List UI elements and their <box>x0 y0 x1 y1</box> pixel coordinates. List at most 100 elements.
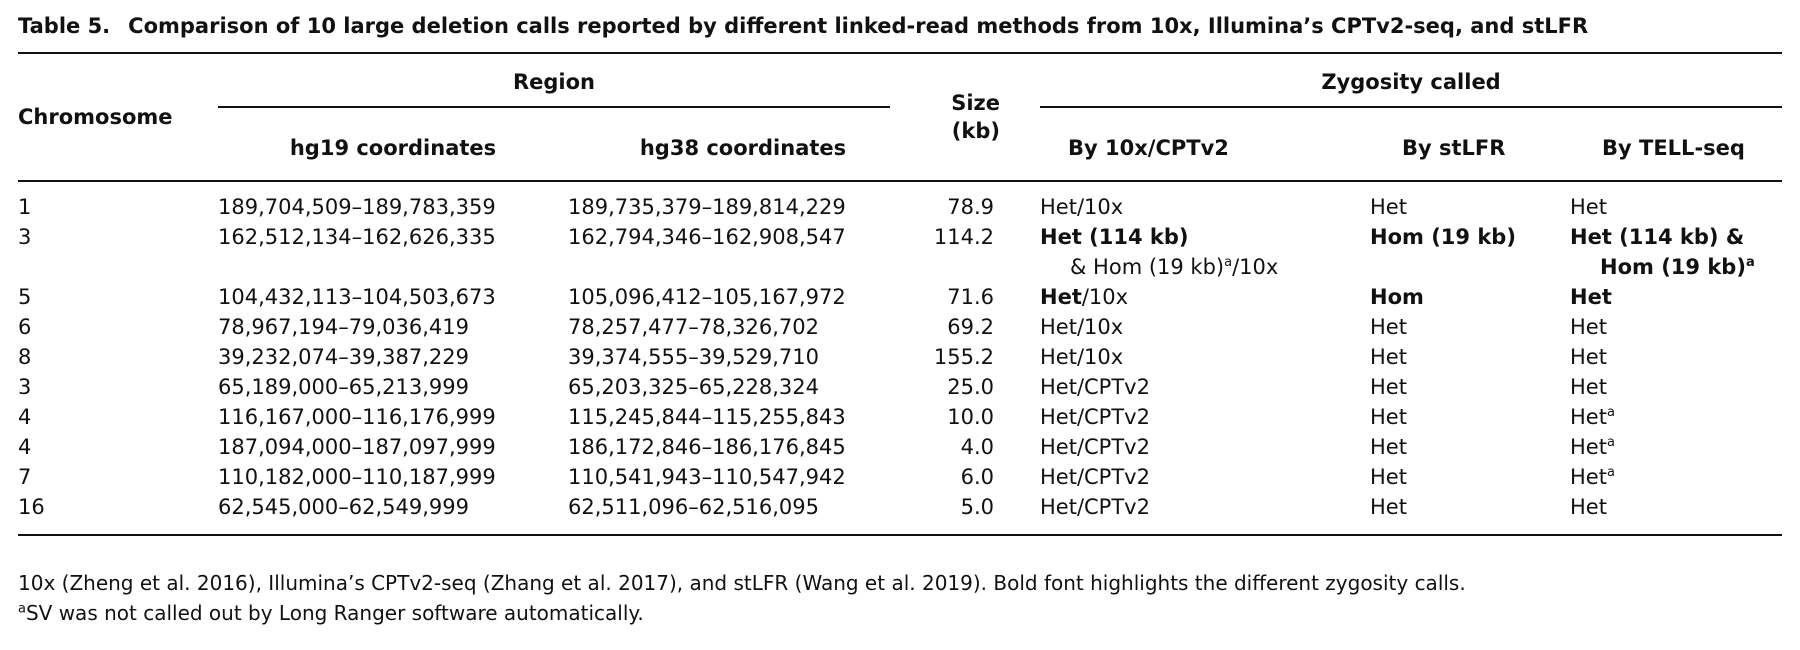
table-cell: Het/10x <box>1000 312 1370 342</box>
table-cell: 65,203,325–65,228,324 <box>568 372 918 402</box>
column-header: Chromosome <box>18 53 218 182</box>
table-cell: 78,257,477–78,326,702 <box>568 312 918 342</box>
text-run: 3 <box>18 225 32 249</box>
text-run: Het <box>1370 375 1407 399</box>
text-run: Het <box>1570 495 1607 519</box>
text-run: Het/CPTv2 <box>1040 435 1150 459</box>
table-cell: 115,245,844–115,255,843 <box>568 402 918 432</box>
group-header: Region <box>218 53 918 116</box>
table-cell: 110,541,943–110,547,942 <box>568 462 918 492</box>
text-run: Het <box>1570 375 1607 399</box>
text-run: Het (114 kb) & <box>1570 225 1745 249</box>
superscript: a <box>1606 435 1615 450</box>
table-cell: Het (114 kb) & Hom (19 kb)a/10x <box>1000 222 1370 282</box>
table-cell: Hom <box>1370 282 1570 312</box>
table-cell: Het <box>1370 462 1570 492</box>
text-run: Het <box>1570 315 1607 339</box>
text-run: 78,967,194–79,036,419 <box>218 315 469 339</box>
text-run: Het <box>1370 435 1407 459</box>
table-cell: 78.9 <box>918 181 1000 222</box>
text-run: 104,432,113–104,503,673 <box>218 285 496 309</box>
table-cell: Heta <box>1570 462 1782 492</box>
table-cell: Het <box>1570 282 1782 312</box>
text-run: 25.0 <box>947 375 994 399</box>
table-cell: Het <box>1570 312 1782 342</box>
table-cell: 62,511,096–62,516,095 <box>568 492 918 535</box>
text-run: Het <box>1570 405 1607 429</box>
text-run: 189,704,509–189,783,359 <box>218 195 496 219</box>
table-row: 3 162,512,134–162,626,335 162,794,346–162,… <box>18 222 1782 282</box>
table-cell: 6.0 <box>918 462 1000 492</box>
table-row: 5 104,432,113–104,503,673 105,096,412–105,… <box>18 282 1782 312</box>
table-cell: 4 <box>18 402 218 432</box>
table-cell: Heta <box>1570 402 1782 432</box>
text-run: Hom (19 kb) <box>1370 225 1516 249</box>
table-row: 4 187,094,000–187,097,999 186,172,846–186,… <box>18 432 1782 462</box>
column-header: hg38 coordinates <box>568 116 918 182</box>
text-run: 6 <box>18 315 32 339</box>
column-header: By TELL-seq <box>1570 116 1783 182</box>
text-run: 4 <box>18 405 32 429</box>
table-cell: 3 <box>18 222 218 282</box>
table-cell: 187,094,000–187,097,999 <box>218 432 568 462</box>
table-row: 6 78,967,194–79,036,419 78,257,477–78,326,… <box>18 312 1782 342</box>
note: 10x (Zheng et al. 2016), Illumina’s CPTv… <box>18 568 1466 598</box>
table-cell: Het/CPTv2 <box>1000 432 1370 462</box>
cell-line: & Hom (19 kb)a/10x <box>1040 252 1370 282</box>
table-cell: 186,172,846–186,176,845 <box>568 432 918 462</box>
text-run: Het/10x <box>1040 195 1124 219</box>
table-cell: 1 <box>18 181 218 222</box>
header-row: hg19 coordinates hg38 coordinates By 10x… <box>18 116 1783 182</box>
text-run: 115,245,844–115,255,843 <box>568 405 846 429</box>
table-cell: 8 <box>18 342 218 372</box>
text-run: 162,512,134–162,626,335 <box>218 225 496 249</box>
table-row: 7 110,182,000–110,187,999 110,541,943–110,… <box>18 462 1782 492</box>
table-cell: Het <box>1570 372 1782 402</box>
table-cell: Het <box>1370 492 1570 535</box>
text-run: Het <box>1570 345 1607 369</box>
text-run: 10.0 <box>947 405 994 429</box>
text-run: 71.6 <box>947 285 994 309</box>
text-run: 155.2 <box>933 345 994 369</box>
header-group-row: Chromosome Region Size (kb) Zygosity cal… <box>18 53 1783 182</box>
table-cell: 162,512,134–162,626,335 <box>218 222 568 282</box>
table-cell: 4.0 <box>918 432 1000 462</box>
table-cell: 6 <box>18 312 218 342</box>
table-cell: Het <box>1370 372 1570 402</box>
text-run: Het <box>1370 315 1407 339</box>
text-run: 16 <box>18 495 45 519</box>
text-run: Het <box>1370 465 1407 489</box>
table-cell: 16 <box>18 492 218 535</box>
column-header: By stLFR <box>1370 116 1570 182</box>
text-run: Het (114 kb) <box>1040 225 1189 249</box>
table-cell: Het/10x <box>1000 342 1370 372</box>
group-header-text: Region <box>218 62 890 108</box>
text-run: Hom <box>1370 285 1424 309</box>
text-run: 69.2 <box>947 315 994 339</box>
table-cell: Het/CPTv2 <box>1000 492 1370 535</box>
superscript: a <box>1745 255 1755 270</box>
table-cell: Het <box>1570 181 1782 222</box>
table-body: 1 189,704,509–189,783,359 189,735,379–189,… <box>18 181 1782 535</box>
group-header: Zygosity called <box>1000 53 1783 116</box>
text-run: Het <box>1570 195 1607 219</box>
table-cell: 69.2 <box>918 312 1000 342</box>
table-cell: 39,232,074–39,387,229 <box>218 342 568 372</box>
text-run: 1 <box>18 195 32 219</box>
table-cell: 4 <box>18 432 218 462</box>
table-cell: 78,967,194–79,036,419 <box>218 312 568 342</box>
text-run: Het/CPTv2 <box>1040 405 1150 429</box>
table-cell: Het <box>1370 402 1570 432</box>
table-cell: 162,794,346–162,908,547 <box>568 222 918 282</box>
text-run: Het/CPTv2 <box>1040 495 1150 519</box>
table-cell: Het <box>1370 312 1570 342</box>
table-cell: Het/CPTv2 <box>1000 462 1370 492</box>
table-header: Chromosome Region Size (kb) Zygosity cal… <box>18 53 1783 182</box>
text-run: SV was not called out by Long Ranger sof… <box>25 601 644 625</box>
table-cell: 189,735,379–189,814,229 <box>568 181 918 222</box>
text-run: 39,232,074–39,387,229 <box>218 345 469 369</box>
table-caption: Table 5. Comparison of 10 large deletion … <box>18 14 1782 38</box>
table-cell: 105,096,412–105,167,972 <box>568 282 918 312</box>
table-cell: 62,545,000–62,549,999 <box>218 492 568 535</box>
group-header-text: Zygosity called <box>1040 62 1783 108</box>
